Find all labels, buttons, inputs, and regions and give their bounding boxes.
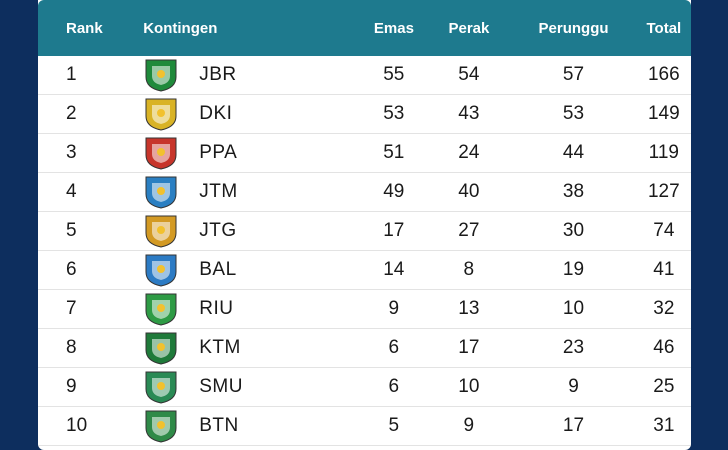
kontingen-cell: BAL xyxy=(125,252,360,288)
papua-emblem-icon xyxy=(137,135,185,171)
header-perak: Perak xyxy=(448,19,490,37)
kontingen-cell: BTN xyxy=(125,408,360,444)
rank-cell: 4 xyxy=(66,181,77,202)
total-cell: 25 xyxy=(653,376,675,397)
perak-cell: 43 xyxy=(458,103,480,124)
total-cell: 166 xyxy=(647,64,680,85)
table-row: 5 JTG 17 27 30 74 xyxy=(38,212,691,251)
header-rank: Rank xyxy=(66,19,103,37)
kontingen-cell: JTG xyxy=(125,213,360,249)
table-row: 2 DKI 53 43 53 149 xyxy=(38,95,691,134)
total-cell: 74 xyxy=(653,220,675,241)
table-header: Rank Kontingen Emas Perak Perunggu Total xyxy=(38,0,691,56)
kontingen-cell: PPA xyxy=(125,135,360,171)
emas-cell: 17 xyxy=(383,220,405,241)
perak-cell: 40 xyxy=(458,181,480,202)
kontingen-code: JTG xyxy=(199,220,237,241)
emas-cell: 51 xyxy=(383,142,405,163)
perunggu-cell: 19 xyxy=(562,259,585,280)
emas-cell: 6 xyxy=(388,337,400,358)
emas-cell: 9 xyxy=(388,298,400,319)
east-kalimantan-emblem-icon xyxy=(137,330,185,366)
kontingen-code: KTM xyxy=(199,337,241,358)
perunggu-cell: 9 xyxy=(568,376,579,397)
perak-cell: 24 xyxy=(458,142,480,163)
perak-cell: 8 xyxy=(463,259,475,280)
bali-emblem-icon xyxy=(137,252,185,288)
perunggu-cell: 38 xyxy=(562,181,585,202)
kontingen-code: BTN xyxy=(199,415,239,436)
total-cell: 127 xyxy=(647,181,680,202)
kontingen-cell: JTM xyxy=(125,174,360,210)
perak-cell: 10 xyxy=(458,376,480,397)
header-total: Total xyxy=(646,19,682,37)
table-row: 3 PPA 51 24 44 119 xyxy=(38,134,691,173)
kontingen-cell: RIU xyxy=(125,291,360,327)
total-cell: 119 xyxy=(648,142,679,163)
rank-cell: 8 xyxy=(66,337,77,358)
perunggu-cell: 30 xyxy=(562,220,585,241)
emas-cell: 5 xyxy=(388,415,400,436)
rank-cell: 1 xyxy=(66,64,77,85)
emas-cell: 14 xyxy=(383,259,405,280)
rank-cell: 9 xyxy=(66,376,77,397)
table-row: 7 RIU 9 13 10 32 xyxy=(38,290,691,329)
emas-cell: 55 xyxy=(383,64,405,85)
perunggu-cell: 53 xyxy=(562,103,585,124)
kontingen-cell: SMU xyxy=(125,369,360,405)
kontingen-code: JTM xyxy=(199,181,238,202)
total-cell: 41 xyxy=(653,259,675,280)
perak-cell: 17 xyxy=(458,337,480,358)
perunggu-cell: 10 xyxy=(562,298,585,319)
perak-cell: 9 xyxy=(463,415,475,436)
emas-cell: 49 xyxy=(383,181,405,202)
west-java-emblem-icon xyxy=(137,57,185,93)
rank-cell: 2 xyxy=(66,103,77,124)
header-perunggu: Perunggu xyxy=(538,19,609,37)
kontingen-cell: DKI xyxy=(125,96,360,132)
rank-cell: 10 xyxy=(66,415,88,436)
perak-cell: 13 xyxy=(458,298,480,319)
table-row: 10 BTN 5 9 17 31 xyxy=(38,407,691,446)
header-kontingen: Kontingen xyxy=(143,19,218,37)
total-cell: 32 xyxy=(653,298,675,319)
banten-emblem-icon xyxy=(137,408,185,444)
central-java-emblem-icon xyxy=(137,213,185,249)
rank-cell: 7 xyxy=(66,298,77,319)
east-java-emblem-icon xyxy=(137,174,185,210)
rank-cell: 3 xyxy=(66,142,77,163)
table-body: 1 JBR 55 54 57 166 2 DKI 53 43 53 149 3 PPA 51 24 44 119 4… xyxy=(38,56,691,446)
riau-emblem-icon xyxy=(137,291,185,327)
kontingen-code: RIU xyxy=(199,298,234,319)
kontingen-cell: KTM xyxy=(125,330,360,366)
kontingen-code: SMU xyxy=(199,376,243,397)
perak-cell: 27 xyxy=(458,220,480,241)
total-cell: 31 xyxy=(653,415,675,436)
rank-cell: 6 xyxy=(66,259,77,280)
kontingen-code: JBR xyxy=(199,64,237,85)
kontingen-cell: JBR xyxy=(125,57,360,93)
kontingen-code: DKI xyxy=(199,103,233,124)
perunggu-cell: 23 xyxy=(562,337,585,358)
emas-cell: 6 xyxy=(388,376,400,397)
emas-cell: 53 xyxy=(383,103,405,124)
jakarta-emblem-icon xyxy=(137,96,185,132)
table-row: 4 JTM 49 40 38 127 xyxy=(38,173,691,212)
total-cell: 149 xyxy=(647,103,680,124)
kontingen-code: BAL xyxy=(199,259,237,280)
perunggu-cell: 57 xyxy=(562,64,585,85)
perak-cell: 54 xyxy=(458,64,480,85)
table-row: 6 BAL 14 8 19 41 xyxy=(38,251,691,290)
kontingen-code: PPA xyxy=(199,142,238,163)
total-cell: 46 xyxy=(653,337,675,358)
medal-table: Rank Kontingen Emas Perak Perunggu Total… xyxy=(38,0,691,450)
header-emas: Emas xyxy=(373,19,414,37)
perunggu-cell: 17 xyxy=(562,415,585,436)
table-row: 9 SMU 6 10 9 25 xyxy=(38,368,691,407)
table-row: 8 KTM 6 17 23 46 xyxy=(38,329,691,368)
table-row: 1 JBR 55 54 57 166 xyxy=(38,56,691,95)
perunggu-cell: 44 xyxy=(562,142,585,163)
north-sumatra-emblem-icon xyxy=(137,369,185,405)
rank-cell: 5 xyxy=(66,220,77,241)
